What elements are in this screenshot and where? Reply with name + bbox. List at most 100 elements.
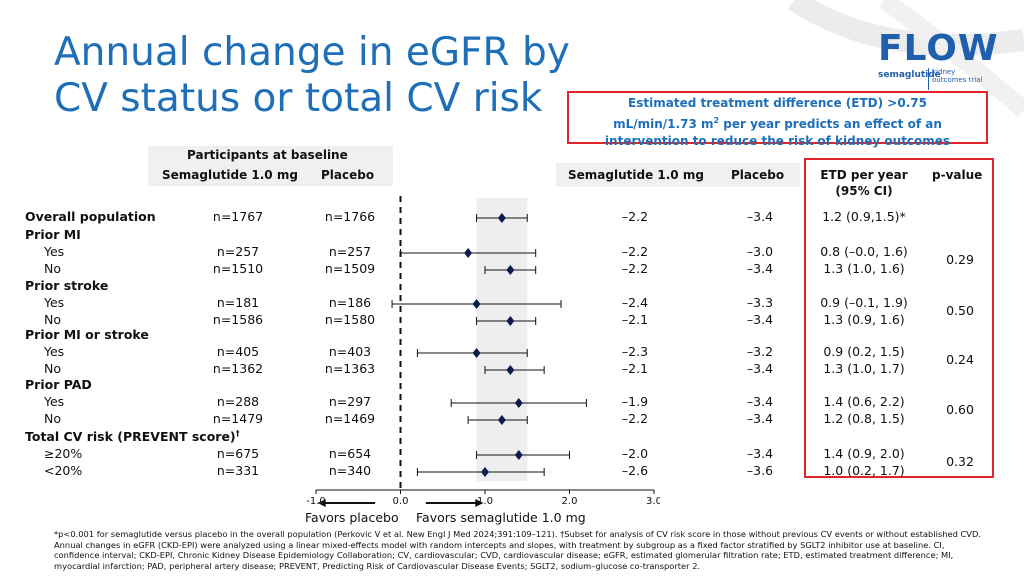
etd-header-line-2: (95% CI) xyxy=(835,184,893,198)
point-estimate-diamond xyxy=(514,398,523,408)
sema-baseline-header: Semaglutide 1.0 mg xyxy=(162,168,298,182)
x-tick-label: 2.0 xyxy=(562,496,578,507)
pvalue-prior-mi-or-stroke: 0.24 xyxy=(946,352,974,367)
cell-n-sema: n=1362 xyxy=(212,361,264,376)
cell-sema: –2.2 xyxy=(621,261,649,276)
placebo-result-header: Placebo xyxy=(731,168,785,182)
point-estimate-diamond xyxy=(464,248,473,258)
logo-divider xyxy=(928,68,929,90)
flow-logo: FLOW xyxy=(878,28,999,69)
cell-sema: –2.3 xyxy=(621,344,649,359)
cell-sema: –2.4 xyxy=(621,295,649,310)
group-label-prior-stroke: Prior stroke xyxy=(25,278,109,293)
x-tick-label: -1.0 xyxy=(306,496,326,507)
etd-note-line-1: Estimated treatment difference (ETD) >0.… xyxy=(628,96,927,110)
cell-n-pbo: n=1580 xyxy=(324,312,376,327)
cell-pbo: –3.2 xyxy=(746,344,774,359)
cell-pbo: –3.6 xyxy=(746,463,774,478)
cell-pbo: –3.4 xyxy=(746,411,774,426)
point-estimate-diamond xyxy=(506,365,515,375)
row-label: No xyxy=(44,411,61,426)
cell-n-pbo: n=1766 xyxy=(324,209,376,224)
cell-n-pbo: n=186 xyxy=(328,295,372,310)
point-estimate-diamond xyxy=(472,348,481,358)
pvalue-prior-pad: 0.60 xyxy=(946,402,974,417)
point-estimate-diamond xyxy=(481,467,489,477)
footnote: *p<0.001 for semaglutide versus placebo … xyxy=(54,529,981,571)
title-line-1: Annual change in eGFR by xyxy=(54,30,570,75)
cell-n-sema: n=1586 xyxy=(212,312,264,327)
etd-note-line-2a: mL/min/1.73 m xyxy=(613,117,714,131)
favors-sema-arrowhead xyxy=(475,499,484,507)
x-tick-label: 0.0 xyxy=(393,496,409,507)
favors-placebo-label: Favors placebo xyxy=(305,510,399,525)
group-label-prior-pad: Prior PAD xyxy=(25,377,92,392)
page-title: Annual change in eGFR by CV status or to… xyxy=(54,30,570,122)
cell-n-sema: n=1510 xyxy=(212,261,264,276)
row-label: Yes xyxy=(44,394,65,409)
cell-n-pbo: n=257 xyxy=(328,244,372,259)
x-tick-label: 3.0 xyxy=(646,496,660,507)
favors-placebo-arrowhead xyxy=(317,499,326,507)
decorative-arcs xyxy=(787,0,1024,117)
cell-pbo: –3.3 xyxy=(746,295,774,310)
row-label: Yes xyxy=(44,295,65,310)
etd-note-sup: 2 xyxy=(713,116,720,125)
cell-etd: 1.3 (1.0, 1.6) xyxy=(823,261,905,276)
logo-tag-line-1: kidney xyxy=(932,68,956,76)
cell-pbo: –3.4 xyxy=(746,312,774,327)
point-estimate-diamond xyxy=(514,450,523,460)
row-label: No xyxy=(44,361,61,376)
point-estimate-diamond xyxy=(497,213,506,223)
cell-pbo: –3.4 xyxy=(746,261,774,276)
cell-n-pbo: n=340 xyxy=(328,463,372,478)
cell-n-sema: n=288 xyxy=(216,394,260,409)
cell-sema: –2.1 xyxy=(621,312,649,327)
etd-note-line-2b: per year predicts an effect of an xyxy=(719,117,942,131)
point-estimate-diamond xyxy=(506,316,515,326)
cell-etd: 1.4 (0.9, 2.0) xyxy=(823,446,905,461)
favors-semaglutide-label: Favors semaglutide 1.0 mg xyxy=(416,510,586,525)
cell-n-sema: n=1479 xyxy=(212,411,264,426)
forest-plot: -1.0 0.0 1.0 2.0 3.0 xyxy=(306,196,660,507)
point-estimate-diamond xyxy=(497,415,506,425)
cell-n-sema: n=675 xyxy=(216,446,260,461)
cell-sema: –2.2 xyxy=(621,411,649,426)
cell-pbo: –3.4 xyxy=(746,209,774,224)
row-label: No xyxy=(44,261,61,276)
cell-etd: 1.0 (0.2, 1.7) xyxy=(823,463,905,478)
group-label-prior-mi-or-stroke: Prior MI or stroke xyxy=(25,327,149,342)
pvalue-total-cv-risk: 0.32 xyxy=(946,454,974,469)
row-label: ≥20% xyxy=(44,446,83,461)
cell-pbo: –3.0 xyxy=(746,244,774,259)
results-header-bg xyxy=(556,163,800,187)
etd-note-line-2: mL/min/1.73 m2 per year predicts an effe… xyxy=(569,112,986,133)
cell-pbo: –3.4 xyxy=(746,361,774,376)
group-label-total-cv-risk-text: Total CV risk (PREVENT score) xyxy=(25,429,236,445)
cell-n-pbo: n=297 xyxy=(328,394,372,409)
cell-etd: 1.3 (0.9, 1.6) xyxy=(823,312,905,327)
cell-n-sema: n=1767 xyxy=(212,209,264,224)
cell-pbo: –3.4 xyxy=(746,394,774,409)
cell-sema: –2.6 xyxy=(621,463,649,478)
row-label: <20% xyxy=(44,463,83,478)
etd-note-line-3: intervention to reduce the risk of kidne… xyxy=(604,134,951,148)
cell-n-sema: n=257 xyxy=(216,244,260,259)
cell-sema: –2.2 xyxy=(621,244,649,259)
cell-sema: –2.0 xyxy=(621,446,649,461)
cell-n-pbo: n=1363 xyxy=(324,361,376,376)
row-label: Overall population xyxy=(25,209,156,224)
group-label-prior-mi: Prior MI xyxy=(25,227,81,242)
cell-n-pbo: n=654 xyxy=(328,446,372,461)
cell-n-sema: n=181 xyxy=(216,295,260,310)
logo-brand: semaglutide xyxy=(878,70,941,80)
row-label: No xyxy=(44,312,61,327)
cell-etd: 1.2 (0.9,1.5)* xyxy=(822,209,906,224)
x-tick-label: 1.0 xyxy=(477,496,493,507)
cell-etd: 0.9 (0.2, 1.5) xyxy=(823,344,905,359)
placebo-baseline-header: Placebo xyxy=(321,168,375,182)
cell-etd: 1.2 (0.8, 1.5) xyxy=(823,411,905,426)
overall-ci-band xyxy=(476,198,528,481)
row-label: Yes xyxy=(44,244,65,259)
cell-etd: 0.9 (–0.1, 1.9) xyxy=(820,295,908,310)
